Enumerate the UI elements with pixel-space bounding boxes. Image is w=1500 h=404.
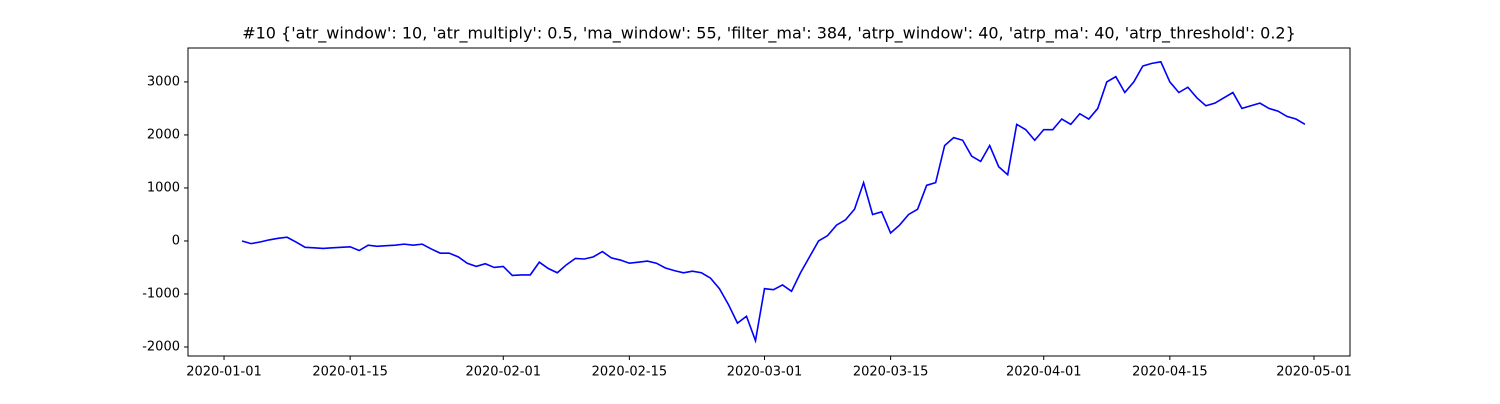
chart-title: #10 {'atr_window': 10, 'atr_multiply': 0… xyxy=(242,24,1296,44)
y-tick-label: 1000 xyxy=(147,180,180,195)
x-tick-label: 2020-03-15 xyxy=(853,365,929,380)
plot-frame xyxy=(187,47,1351,357)
line-series xyxy=(241,60,1306,344)
x-tick-label: 2020-05-01 xyxy=(1276,365,1352,380)
x-tick-label: 2020-04-15 xyxy=(1132,365,1208,380)
y-tick-label: 0 xyxy=(172,233,180,248)
x-tick-label: 2020-02-01 xyxy=(465,365,541,380)
x-tick-label: 2020-02-15 xyxy=(592,365,668,380)
x-tick-label: 2020-01-01 xyxy=(186,365,262,380)
x-tick-label: 2020-03-01 xyxy=(727,365,803,380)
y-tick-label: -2000 xyxy=(142,339,180,354)
x-tick-label: 2020-01-15 xyxy=(312,365,388,380)
y-tick-label: -1000 xyxy=(142,286,180,301)
y-tick-label: 2000 xyxy=(147,127,180,142)
y-tick-label: 3000 xyxy=(147,74,180,89)
x-tick-label: 2020-04-01 xyxy=(1006,365,1082,380)
